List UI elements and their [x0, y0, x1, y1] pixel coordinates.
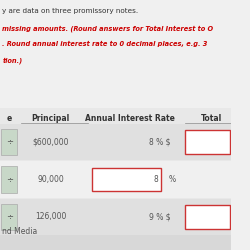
Text: 9 % $: 9 % $ — [149, 212, 171, 222]
FancyBboxPatch shape — [92, 168, 162, 191]
FancyBboxPatch shape — [0, 108, 231, 218]
FancyBboxPatch shape — [0, 220, 231, 250]
Text: nd Media: nd Media — [2, 228, 38, 236]
Text: 8 % $: 8 % $ — [149, 138, 171, 146]
Text: ÷: ÷ — [6, 138, 13, 146]
Text: Total: Total — [201, 114, 222, 123]
FancyBboxPatch shape — [1, 166, 17, 192]
Text: Principal: Principal — [32, 114, 70, 123]
FancyBboxPatch shape — [1, 129, 17, 155]
FancyBboxPatch shape — [1, 204, 17, 230]
Text: %: % — [168, 175, 175, 184]
Text: 8: 8 — [153, 175, 158, 184]
Text: 126,000: 126,000 — [35, 212, 66, 222]
Text: y are data on three promissory notes.: y are data on three promissory notes. — [2, 8, 138, 14]
Text: e: e — [6, 114, 12, 123]
FancyBboxPatch shape — [0, 199, 231, 235]
Text: tion.): tion.) — [2, 58, 22, 64]
Text: $600,000: $600,000 — [32, 138, 69, 146]
FancyBboxPatch shape — [0, 161, 231, 198]
Text: missing amounts. (Round answers for Total Interest to O: missing amounts. (Round answers for Tota… — [2, 25, 214, 32]
Text: . Round annual interest rate to 0 decimal places, e.g. 3: . Round annual interest rate to 0 decima… — [2, 41, 208, 47]
Text: ÷: ÷ — [6, 212, 13, 222]
Text: 90,000: 90,000 — [38, 175, 64, 184]
Text: Annual Interest Rate: Annual Interest Rate — [86, 114, 175, 123]
FancyBboxPatch shape — [184, 130, 230, 154]
FancyBboxPatch shape — [0, 124, 231, 160]
FancyBboxPatch shape — [184, 205, 230, 229]
Text: ÷: ÷ — [6, 175, 13, 184]
